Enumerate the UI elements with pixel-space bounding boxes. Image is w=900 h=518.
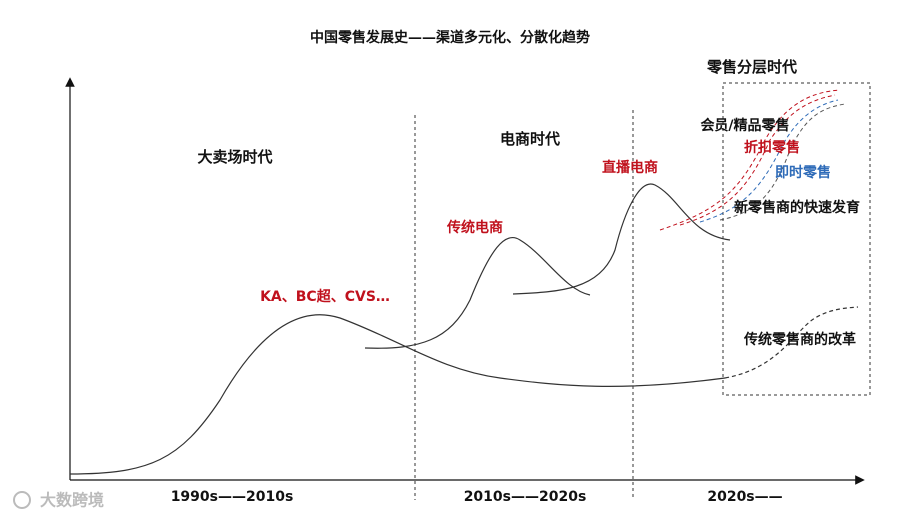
curve-label: 即时零售: [775, 164, 831, 181]
curve-label: 折扣零售: [744, 139, 800, 156]
curve-label: 传统零售商的改革: [743, 331, 856, 348]
watermark: 大数跨境: [40, 491, 104, 510]
curve-label: 新零售商的快速发育: [734, 199, 860, 216]
title: 中国零售发展史——渠道多元化、分散化趋势: [310, 29, 590, 46]
x-label: 1990s——2010s: [171, 489, 294, 505]
live-commerce-curve: [512, 183, 731, 295]
curve-label: 会员/精品零售: [700, 117, 789, 134]
instant-curve: [699, 99, 839, 223]
x-label: 2020s——: [707, 489, 782, 505]
era-label: 电商时代: [500, 130, 560, 148]
new-retail-curve: [719, 103, 846, 221]
era-label: 大卖场时代: [197, 148, 272, 166]
hypermarket-curve: [69, 314, 726, 475]
discount-curve: [679, 94, 836, 226]
x-label: 2010s——2020s: [464, 489, 587, 505]
curve-label: 直播电商: [602, 159, 658, 176]
curve-label: 传统电商: [446, 219, 503, 236]
ecommerce-curve: [364, 237, 591, 349]
era-label: 零售分层时代: [706, 58, 797, 76]
watermark-icon: [13, 491, 31, 509]
curve-label: KA、BC超、CVS…: [260, 288, 390, 305]
membership-curve: [659, 89, 841, 231]
reform-curve: [724, 306, 859, 379]
